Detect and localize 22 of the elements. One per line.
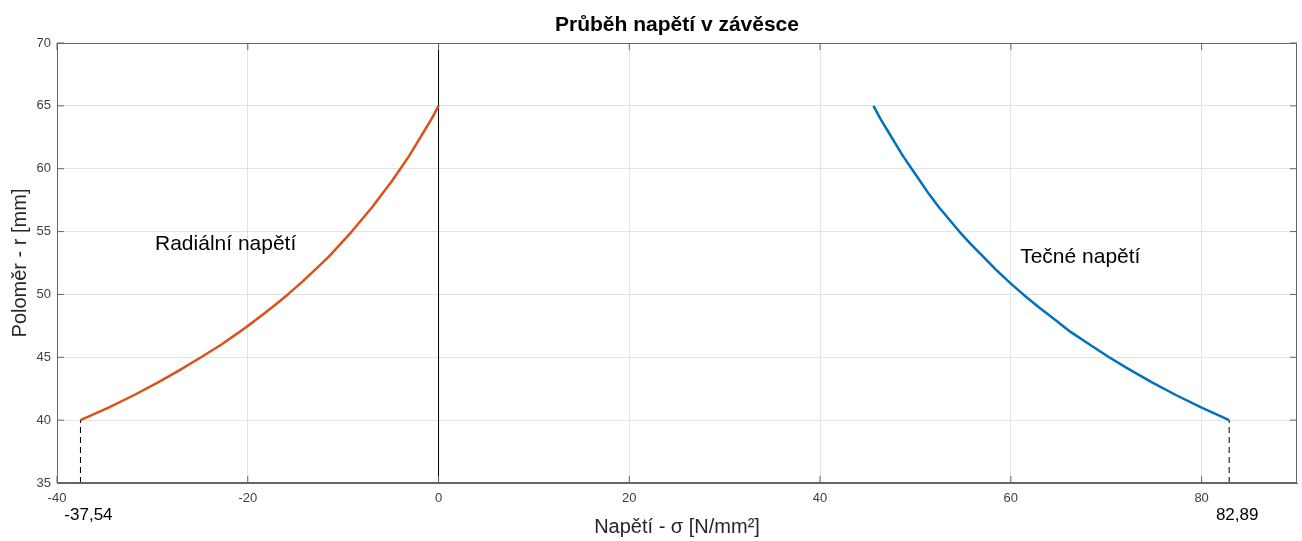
y-tick-label: 40 — [36, 411, 51, 427]
y-tick-label: 70 — [36, 34, 51, 50]
y-tick-label: 60 — [36, 160, 51, 176]
y-tick-label: 50 — [36, 286, 51, 302]
y-tick-label: 55 — [36, 223, 51, 239]
y-tick-label: 35 — [36, 474, 51, 490]
series-label: Tečné napětí — [1020, 243, 1141, 267]
annotation: 82,89 — [1215, 504, 1259, 524]
chart-title: Průběh napětí v závěsce — [555, 11, 799, 35]
annotation: -37,54 — [64, 504, 113, 524]
x-tick-label: 40 — [812, 490, 828, 506]
x-tick-label: 60 — [1003, 490, 1019, 506]
x-tick-label: 20 — [622, 490, 637, 506]
y-tick-label: 45 — [36, 348, 51, 364]
x-tick-label: 80 — [1194, 490, 1209, 506]
series-label: Radiální napětí — [155, 230, 297, 254]
x-tick-label: -20 — [238, 490, 258, 506]
y-tick-label: 65 — [36, 97, 51, 113]
x-tick-label: 0 — [434, 490, 443, 506]
x-axis-title: Napětí - σ [N/mm²] — [594, 514, 760, 537]
y-axis-title: Poloměr - r [mm] — [7, 188, 30, 338]
x-tick-label: -40 — [47, 490, 67, 506]
